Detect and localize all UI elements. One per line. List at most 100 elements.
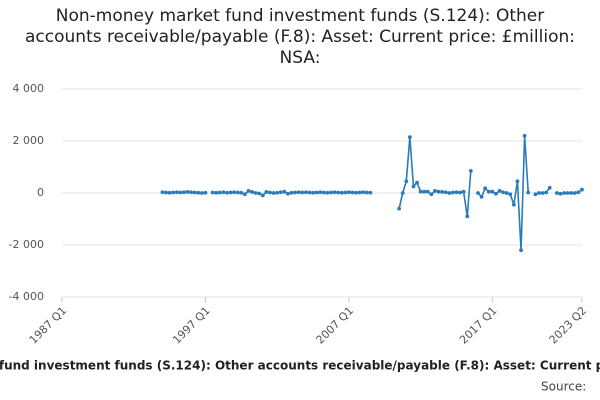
data-point [519, 248, 523, 253]
data-point [232, 190, 237, 195]
data-point [318, 190, 323, 195]
data-point [282, 189, 287, 194]
data-point [483, 186, 488, 191]
y-tick-label: -4 000 [9, 290, 44, 303]
data-point [540, 191, 545, 195]
x-tick-label: 1987 Q1 [27, 304, 70, 347]
data-point [354, 190, 358, 195]
data-point [522, 133, 527, 138]
data-point [278, 190, 283, 195]
data-point [465, 214, 470, 219]
data-point [182, 190, 186, 195]
data-point [300, 190, 305, 195]
data-point [468, 169, 473, 173]
data-point [433, 189, 437, 193]
y-tick-label: 4 000 [13, 82, 45, 95]
data-point [547, 185, 552, 190]
data-point [407, 135, 412, 140]
data-point [293, 190, 298, 195]
data-point [447, 191, 452, 195]
data-point [325, 190, 330, 195]
data-point [192, 190, 197, 195]
data-point [443, 190, 448, 195]
data-point [303, 190, 308, 195]
data-point [164, 190, 168, 195]
data-point [494, 191, 498, 196]
data-point [558, 191, 563, 196]
data-point [479, 195, 484, 199]
data-point [289, 190, 294, 195]
data-point [490, 189, 495, 194]
data-point [185, 190, 190, 194]
y-tick-label: 2 000 [13, 134, 45, 147]
data-point [225, 190, 229, 195]
data-point [321, 190, 326, 195]
data-point [199, 191, 204, 195]
source: Source: [541, 380, 586, 394]
data-point [196, 190, 201, 195]
x-tick-label: 2007 Q1 [314, 304, 357, 347]
data-point [501, 190, 506, 195]
data-point [508, 192, 513, 197]
data-point [275, 190, 280, 195]
data-point [311, 190, 315, 195]
data-point [228, 190, 233, 195]
data-point [572, 191, 577, 195]
data-point [404, 179, 409, 184]
data-point [458, 190, 462, 195]
data-point [357, 190, 362, 195]
y-tick-label: -2 000 [9, 238, 44, 251]
data-point [217, 190, 222, 195]
data-point [397, 206, 402, 211]
data-point [511, 202, 516, 207]
x-axis-label: Non-money market fund investment funds (… [0, 359, 600, 373]
data-point [296, 190, 301, 195]
data-point [268, 190, 272, 195]
data-point [235, 190, 240, 195]
data-point [504, 191, 509, 195]
data-point [178, 190, 183, 195]
data-point [422, 189, 427, 194]
data-point [260, 193, 265, 198]
data-point [343, 190, 348, 195]
data-point [257, 191, 262, 196]
data-point [329, 190, 333, 195]
data-point [425, 189, 430, 194]
data-point [562, 191, 566, 195]
data-point [400, 191, 405, 195]
data-point [286, 191, 290, 196]
data-point [242, 192, 247, 197]
data-point [332, 190, 337, 195]
data-point [174, 190, 179, 195]
data-point [576, 190, 581, 195]
data-point [476, 191, 480, 195]
data-point [171, 190, 176, 195]
data-point [565, 191, 570, 195]
data-point [461, 189, 466, 194]
data-point [415, 180, 419, 185]
data-point [264, 190, 269, 194]
data-point [544, 190, 549, 195]
data-point [418, 189, 423, 194]
data-point [350, 190, 355, 195]
data-point [537, 191, 541, 195]
data-point [429, 192, 434, 197]
data-point [436, 189, 441, 194]
data-point [497, 189, 502, 193]
data-point [314, 190, 319, 195]
data-point [526, 190, 531, 195]
data-point [203, 190, 208, 195]
data-point [189, 190, 194, 195]
data-point [250, 190, 254, 194]
data-point [160, 190, 165, 195]
data-point [336, 190, 341, 195]
data-point [554, 191, 559, 195]
data-point [361, 190, 366, 195]
x-tick-label: 2023 Q2 [547, 304, 590, 347]
data-point [411, 184, 416, 189]
data-point [167, 190, 172, 195]
data-point [253, 191, 258, 195]
data-point [339, 190, 344, 195]
